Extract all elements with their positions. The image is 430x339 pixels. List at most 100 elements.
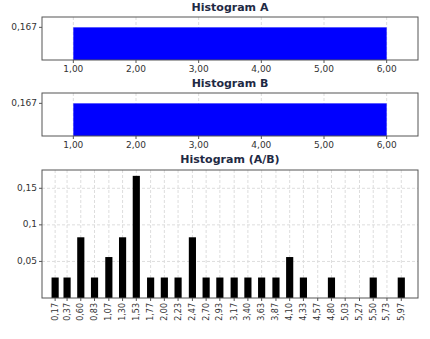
marks (73, 103, 386, 136)
grid-line-y (42, 224, 418, 225)
tick-label-x: 1,30 (118, 303, 127, 321)
tick-x (234, 298, 235, 301)
tick-label-x: 2,00 (126, 64, 146, 74)
tick-label-x: 1,00 (63, 64, 83, 74)
plot-frame (42, 17, 418, 60)
tick-label-x: 1,77 (146, 303, 155, 321)
bar (231, 278, 238, 298)
tick-y (39, 188, 42, 189)
tick-label-y: 0,1 (23, 219, 37, 229)
tick-x (206, 298, 207, 301)
tick-label-x: 1,07 (104, 303, 113, 321)
tick-x (345, 298, 346, 301)
tick-x (136, 298, 137, 301)
tick-x (73, 60, 74, 63)
bar (216, 278, 223, 298)
tick-y (39, 224, 42, 225)
grid-line-x (386, 170, 387, 298)
grid-line-y (42, 188, 418, 189)
bar (370, 278, 377, 298)
tick-label-x: 5,27 (355, 303, 364, 321)
bar (300, 278, 307, 298)
tick-x (73, 136, 74, 139)
chart: Histogram B1,002,003,004,005,006,000,167 (11, 77, 418, 150)
tick-label-x: 0,83 (90, 303, 99, 321)
bar (161, 278, 168, 298)
tick-label-x: 2,47 (188, 303, 197, 321)
bar (52, 278, 59, 298)
tick-x (317, 298, 318, 301)
marks (73, 27, 386, 60)
tick-x (386, 136, 387, 139)
tick-x (261, 298, 262, 301)
tick-x (331, 298, 332, 301)
tick-label-x: 4,00 (251, 140, 271, 150)
tick-x (136, 136, 137, 139)
bar (189, 237, 196, 298)
tick-label-x: 4,10 (285, 303, 294, 321)
tick-label-y: 0,167 (11, 98, 37, 108)
plot-frame (42, 170, 418, 298)
bar (77, 237, 84, 298)
grid-line-x (345, 170, 346, 298)
tick-x (122, 298, 123, 301)
bar (328, 278, 335, 298)
tick-y (39, 103, 42, 104)
chart: Histogram (A/B)0,170,370,600,831,071,301… (17, 153, 418, 321)
bar (63, 278, 70, 298)
tick-label-x: 3,00 (189, 64, 209, 74)
tick-label-x: 4,57 (313, 303, 322, 321)
tick-label-x: 5,00 (314, 140, 334, 150)
tick-label-x: 6,00 (377, 140, 397, 150)
marks (52, 176, 405, 298)
chart-canvas: Histogram A 1,00 2,00 3,00 4,00 5,00 6,00 0,167… (0, 0, 430, 339)
tick-label-x: 5,50 (369, 303, 378, 321)
tick-x (303, 298, 304, 301)
tick-label-x: 4,00 (251, 64, 271, 74)
plot-area (42, 170, 418, 298)
tick-x (261, 60, 262, 63)
tick-label-y: 0,05 (17, 256, 37, 266)
tick-x (275, 298, 276, 301)
tick-label-x: 3,00 (189, 140, 209, 150)
tick-label-x: 3,63 (257, 303, 266, 321)
tick-label-x: 5,73 (382, 303, 391, 321)
tick-x (80, 298, 81, 301)
tick-label-x: 2,70 (202, 303, 211, 321)
chart-title: Histogram A (192, 1, 269, 14)
bar (272, 278, 279, 298)
bar (174, 278, 181, 298)
tick-label-x: 6,00 (377, 64, 397, 74)
plot-area (42, 17, 418, 60)
bar (258, 278, 265, 298)
bar (244, 278, 251, 298)
plot-area (42, 93, 418, 136)
tick-label-x: 2,00 (160, 303, 169, 321)
bar (398, 278, 405, 298)
tick-x (261, 136, 262, 139)
tick-x (192, 298, 193, 301)
histogram-bar (73, 103, 386, 136)
tick-label-x: 0,37 (63, 303, 72, 321)
tick-x (55, 298, 56, 301)
tick-label-x: 0,17 (51, 303, 60, 321)
tick-x (219, 298, 220, 301)
tick-label-x: 2,23 (174, 303, 183, 321)
tick-x (178, 298, 179, 301)
histogram-bar (73, 27, 386, 60)
bar (147, 278, 154, 298)
chart-title: Histogram (A/B) (180, 153, 279, 166)
bar (133, 176, 140, 298)
tick-label-x: 5,03 (341, 303, 350, 321)
tick-label-y: 0,167 (11, 22, 37, 32)
tick-x (324, 60, 325, 63)
tick-label-x: 4,33 (299, 303, 308, 321)
grid-line-x (359, 170, 360, 298)
tick-label-x: 2,00 (126, 140, 146, 150)
tick-x (150, 298, 151, 301)
tick-label-x: 3,87 (271, 303, 280, 321)
bar (105, 257, 112, 298)
tick-x (386, 298, 387, 301)
tick-y (39, 261, 42, 262)
grid-line-y (42, 261, 418, 262)
